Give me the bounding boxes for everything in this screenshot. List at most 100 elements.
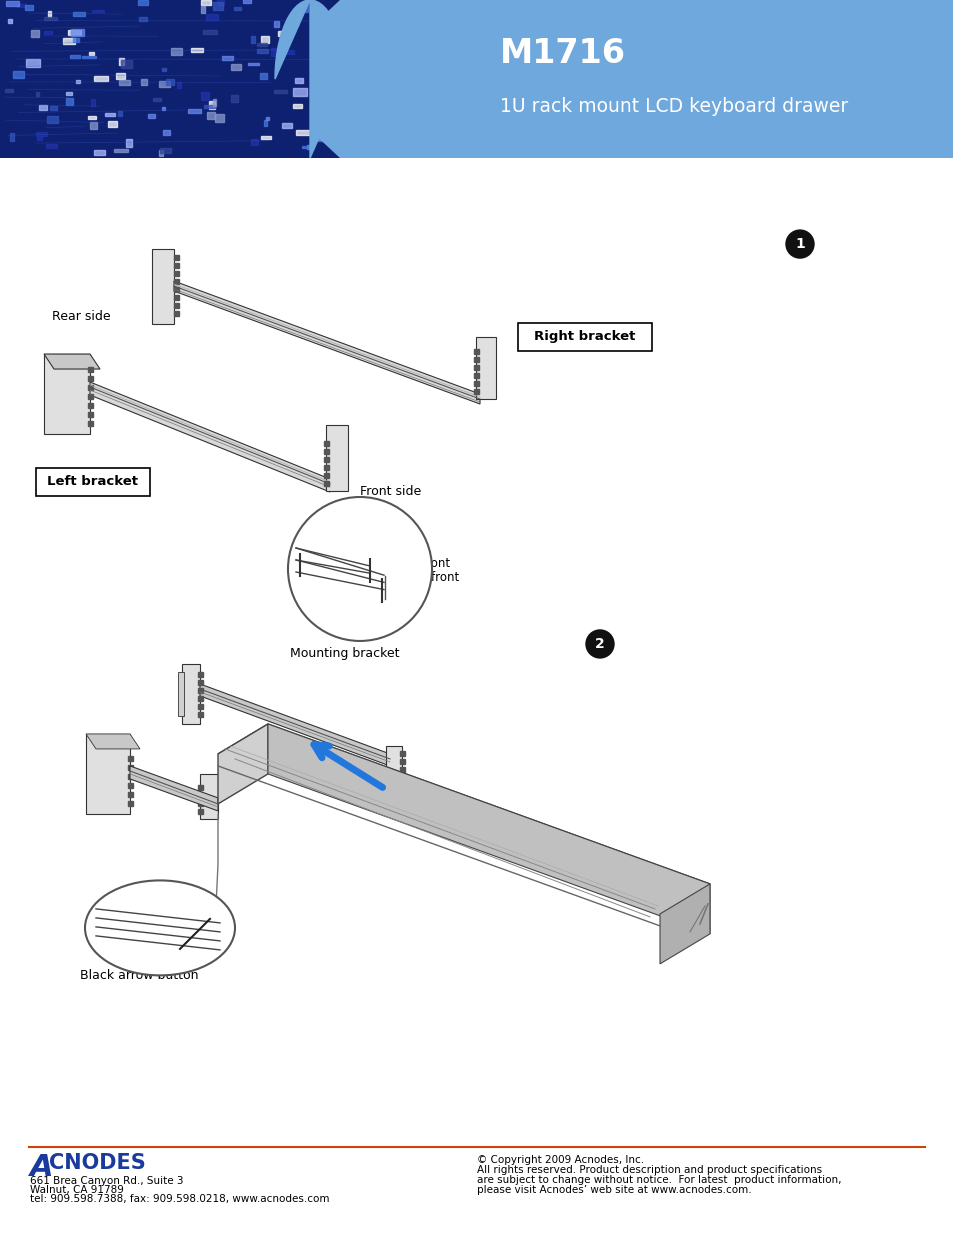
Bar	[128, 802, 132, 806]
Bar	[191, 48, 203, 52]
Polygon shape	[310, 0, 953, 158]
Bar	[161, 107, 165, 110]
Bar	[88, 116, 96, 119]
Text: All rights reserved. Product description and product specifications: All rights reserved. Product description…	[476, 1165, 821, 1174]
Bar	[198, 802, 203, 806]
Bar	[285, 51, 294, 53]
Polygon shape	[218, 724, 268, 804]
Polygon shape	[173, 282, 479, 404]
Bar	[274, 21, 278, 27]
Text: 1: 1	[794, 237, 804, 251]
Bar	[189, 109, 201, 114]
Bar	[356, 46, 364, 53]
Bar	[176, 82, 181, 88]
Bar	[474, 373, 478, 378]
Bar	[115, 73, 125, 79]
Text: Front side: Front side	[359, 484, 421, 498]
Bar	[474, 366, 478, 370]
Bar	[148, 115, 154, 117]
Bar	[39, 105, 48, 110]
Bar	[343, 62, 349, 64]
Bar	[126, 140, 132, 147]
Polygon shape	[90, 382, 330, 492]
Bar	[45, 16, 57, 20]
Bar	[173, 303, 179, 308]
Bar	[128, 792, 132, 797]
Bar	[198, 680, 203, 685]
Bar	[44, 31, 52, 33]
Bar	[301, 146, 314, 148]
Bar	[399, 760, 405, 764]
Bar	[363, 9, 373, 16]
Text: 661 Brea Canyon Rd., Suite 3: 661 Brea Canyon Rd., Suite 3	[30, 1176, 183, 1186]
Bar	[94, 77, 108, 82]
Bar	[0, 0, 385, 158]
Bar	[128, 783, 132, 788]
Bar	[242, 0, 251, 4]
Bar	[399, 751, 405, 756]
Bar	[248, 63, 259, 65]
Bar	[285, 22, 297, 27]
Bar	[474, 350, 478, 354]
Bar	[204, 105, 215, 107]
Bar	[6, 1, 19, 6]
Bar	[128, 764, 132, 769]
Bar	[352, 79, 363, 86]
Bar	[5, 89, 12, 91]
Bar	[30, 31, 39, 37]
Bar	[309, 91, 318, 94]
Text: M1716: M1716	[499, 37, 625, 69]
Bar	[12, 72, 25, 78]
Bar	[399, 767, 405, 772]
Polygon shape	[178, 672, 184, 716]
Bar	[206, 14, 217, 20]
Bar	[358, 99, 370, 104]
Bar	[173, 287, 179, 291]
Bar	[173, 279, 179, 284]
Bar	[200, 6, 205, 12]
Bar	[207, 111, 214, 119]
Bar	[173, 270, 179, 277]
Bar	[293, 88, 306, 96]
Polygon shape	[218, 724, 709, 914]
Bar	[166, 79, 173, 84]
Bar	[37, 137, 42, 140]
Polygon shape	[200, 774, 218, 819]
Polygon shape	[476, 337, 496, 399]
Bar	[173, 256, 179, 261]
Bar	[256, 43, 267, 46]
Bar	[25, 5, 32, 10]
Bar	[71, 28, 84, 36]
Bar	[91, 100, 94, 106]
Bar	[271, 48, 275, 56]
Bar	[295, 130, 310, 136]
Text: A: A	[30, 1153, 53, 1182]
Bar	[198, 711, 203, 718]
Bar	[66, 93, 71, 95]
Bar	[281, 124, 292, 128]
Bar	[213, 99, 215, 106]
Polygon shape	[86, 734, 130, 814]
Bar	[260, 36, 269, 43]
Bar	[198, 793, 203, 798]
Text: Rear side: Rear side	[52, 310, 111, 322]
Bar	[76, 80, 80, 83]
Bar	[89, 52, 93, 56]
Bar	[347, 4, 351, 6]
Bar	[214, 114, 224, 122]
Bar	[317, 137, 328, 141]
Polygon shape	[386, 746, 401, 794]
Bar	[36, 132, 47, 136]
Bar	[93, 151, 105, 156]
Polygon shape	[44, 354, 100, 369]
Bar	[399, 783, 405, 788]
Bar	[48, 11, 51, 16]
Bar	[312, 56, 322, 58]
Bar	[173, 263, 179, 268]
Bar	[474, 382, 478, 387]
Bar	[47, 116, 58, 124]
Bar	[118, 111, 122, 116]
Bar	[304, 5, 308, 12]
Bar	[121, 61, 132, 68]
Polygon shape	[152, 249, 173, 324]
